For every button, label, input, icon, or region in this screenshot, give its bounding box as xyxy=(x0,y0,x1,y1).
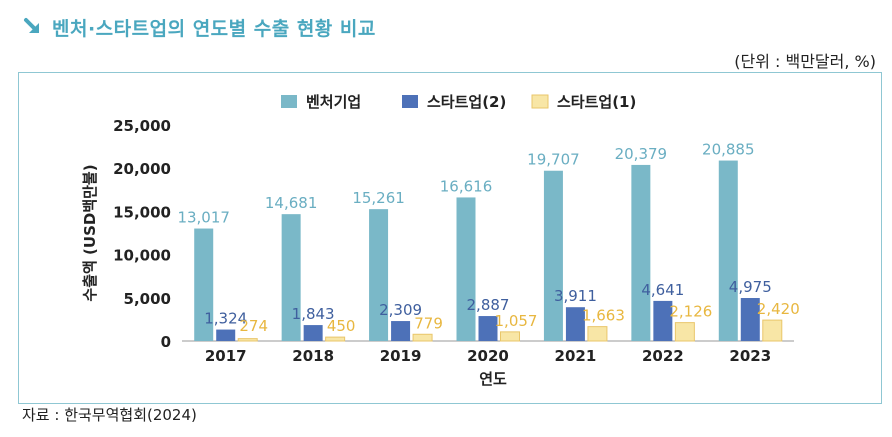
data-label-startup1: 1,663 xyxy=(582,307,625,325)
data-label-venture: 15,261 xyxy=(352,189,405,207)
bar-venture xyxy=(456,197,476,341)
bar-chart: 수출액 (USD백만불) 0 5,000 10,000 15,000 20,000 25,0… xyxy=(81,93,800,388)
y-tick-label: 20,000 xyxy=(113,160,171,178)
data-label-venture: 19,707 xyxy=(527,151,580,169)
bar-venture xyxy=(631,164,651,341)
chart-title-row: 벤처·스타트업의 연도별 수출 현황 비교 xyxy=(22,14,376,40)
legend-swatch xyxy=(281,95,297,108)
x-tick-label: 2021 xyxy=(555,347,597,365)
y-tick-label: 5,000 xyxy=(124,290,171,308)
bar-startup1 xyxy=(237,338,258,342)
page-title: 벤처·스타트업의 연도별 수출 현황 비교 xyxy=(52,17,376,40)
bar-venture xyxy=(718,160,738,341)
data-label-startup1: 1,057 xyxy=(495,312,538,330)
bar-venture xyxy=(281,214,301,341)
legend-swatch xyxy=(402,95,418,108)
chart-frame: 수출액 (USD백만불) 0 5,000 10,000 15,000 20,000 25,0… xyxy=(18,72,882,404)
bar-startup2 xyxy=(391,321,411,341)
data-label-startup1: 450 xyxy=(327,317,356,335)
data-label-startup2: 2,309 xyxy=(379,301,422,319)
bar-startup2 xyxy=(216,329,236,341)
data-label-startup2: 1,324 xyxy=(204,310,247,328)
bar-startup1 xyxy=(325,336,346,342)
data-label-venture: 13,017 xyxy=(177,209,230,227)
bar-startup1 xyxy=(762,319,783,342)
data-label-startup2: 2,887 xyxy=(467,296,510,314)
x-tick-label: 2023 xyxy=(729,347,771,365)
x-tick-label: 2022 xyxy=(642,347,684,365)
bar-startup1 xyxy=(674,322,695,342)
bar-startup2 xyxy=(478,316,498,341)
data-label-startup1: 2,420 xyxy=(757,300,800,318)
y-tick-label: 10,000 xyxy=(113,247,171,265)
source-note: 자료 : 한국무역협회(2024) xyxy=(22,406,197,424)
y-axis-title: 수출액 (USD백만불) xyxy=(81,164,99,301)
legend-label: 벤처기업 xyxy=(306,93,361,111)
x-tick-label: 2018 xyxy=(292,347,334,365)
data-label-venture: 14,681 xyxy=(265,194,318,212)
data-label-startup2: 1,843 xyxy=(292,305,335,323)
x-tick-label: 2020 xyxy=(467,347,509,365)
arrow-down-right-icon xyxy=(24,18,39,33)
data-label-venture: 16,616 xyxy=(440,177,493,195)
x-tick-label: 2019 xyxy=(380,347,422,365)
legend-label: 스타트업(2) xyxy=(427,93,506,111)
bar-startup1 xyxy=(500,331,520,342)
data-label-venture: 20,379 xyxy=(615,145,668,163)
x-tick-label: 2017 xyxy=(205,347,247,365)
y-tick-label: 0 xyxy=(161,333,171,351)
legend-label: 스타트업(1) xyxy=(557,93,636,111)
bar-startup2 xyxy=(565,307,585,341)
unit-note: (단위 : 백만달러, %) xyxy=(734,52,876,71)
bar-startup1 xyxy=(412,333,433,342)
data-label-startup1: 274 xyxy=(239,317,268,335)
data-label-startup2: 3,911 xyxy=(554,287,597,305)
bar-startup1 xyxy=(587,326,608,342)
data-label-startup1: 2,126 xyxy=(669,303,712,321)
bar-startup2 xyxy=(740,298,760,341)
y-tick-label: 25,000 xyxy=(113,117,171,135)
data-label-venture: 20,885 xyxy=(702,141,755,159)
x-axis-title: 연도 xyxy=(479,370,507,388)
data-label-startup2: 4,641 xyxy=(641,281,684,299)
data-label-startup2: 4,975 xyxy=(729,278,772,296)
data-label-startup1: 779 xyxy=(414,314,443,332)
y-tick-label: 15,000 xyxy=(113,203,171,221)
bar-venture xyxy=(543,170,563,341)
legend-swatch xyxy=(531,94,549,109)
bar-venture xyxy=(369,209,389,341)
bar-venture xyxy=(194,228,214,341)
bar-startup2 xyxy=(653,300,673,341)
bar-startup2 xyxy=(303,325,323,341)
